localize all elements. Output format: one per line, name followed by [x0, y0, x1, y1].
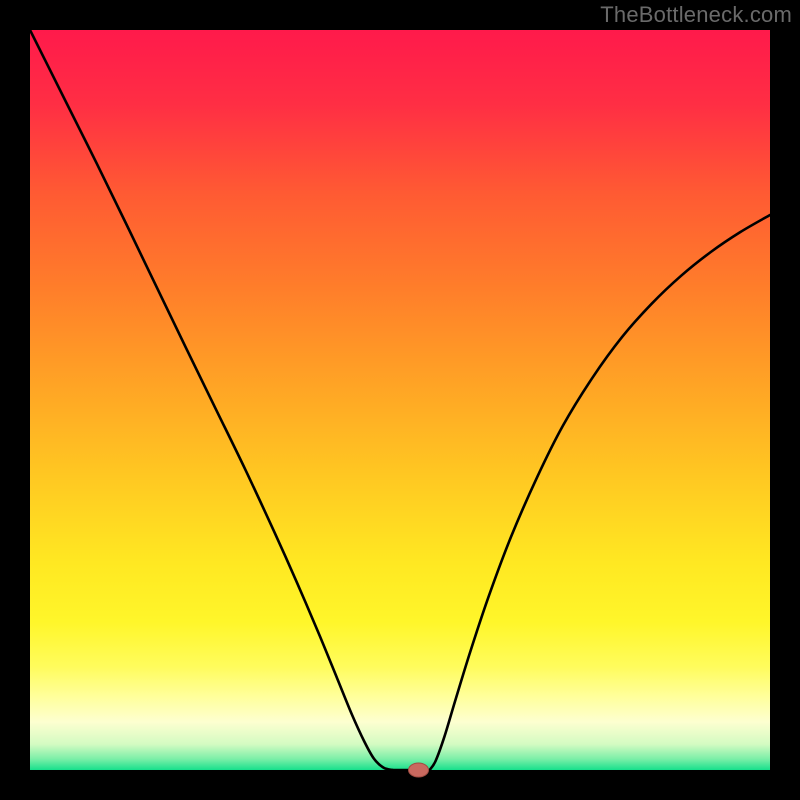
plot-background	[30, 30, 770, 770]
chart-container: TheBottleneck.com	[0, 0, 800, 800]
optimum-marker	[409, 763, 429, 777]
bottleneck-chart	[0, 0, 800, 800]
